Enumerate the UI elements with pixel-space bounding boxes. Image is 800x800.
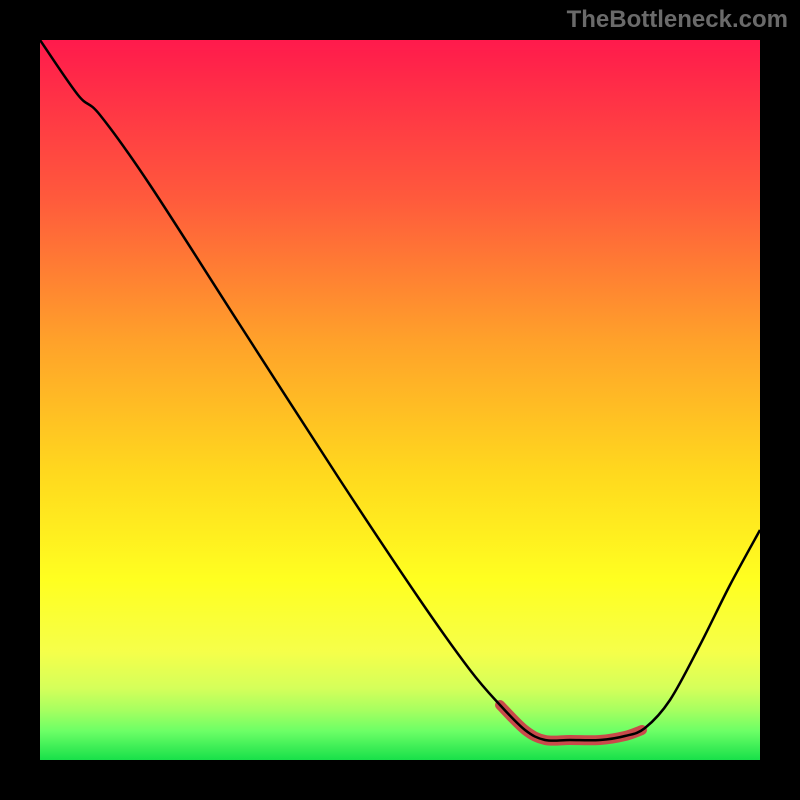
plot-area (40, 40, 760, 760)
bottleneck-chart-svg (40, 40, 760, 760)
watermark-text: TheBottleneck.com (567, 6, 788, 34)
chart-frame: TheBottleneck.com (0, 0, 800, 800)
gradient-background (40, 40, 760, 760)
